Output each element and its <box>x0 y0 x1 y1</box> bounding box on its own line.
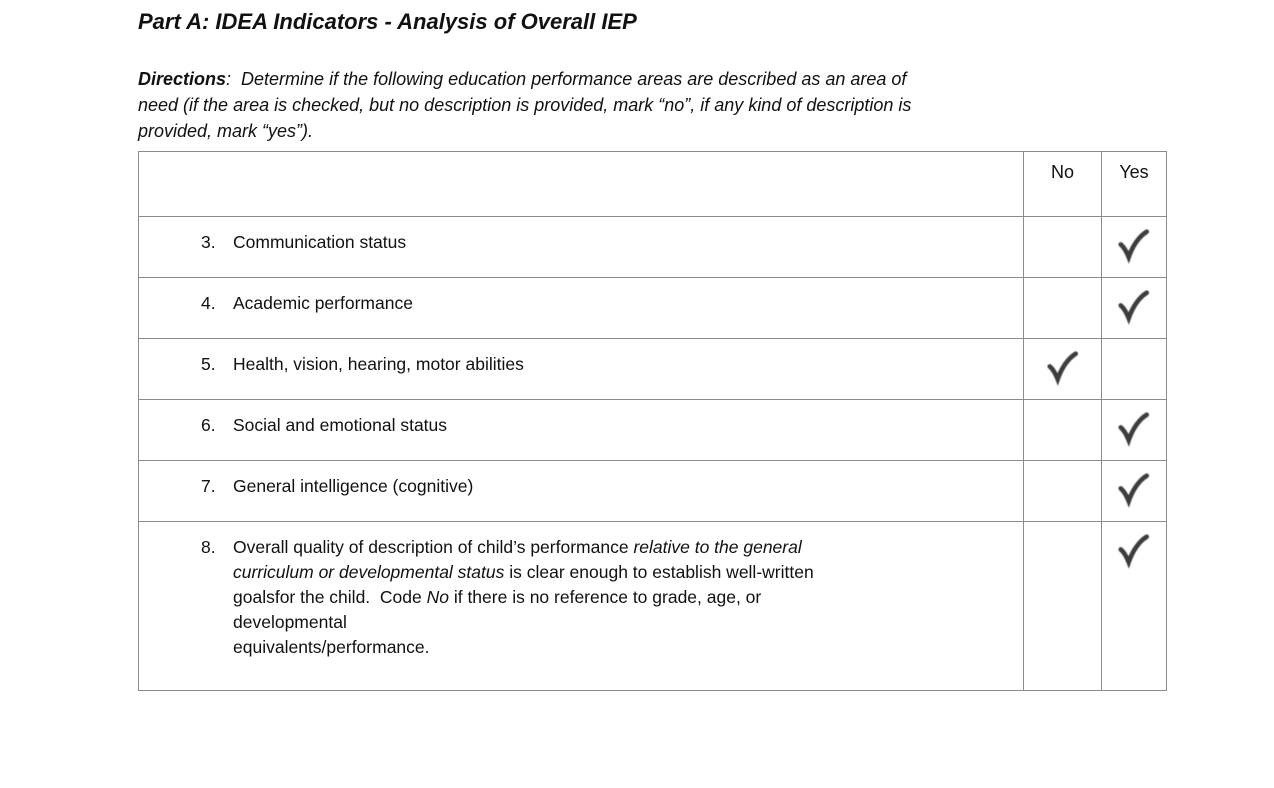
table-row: 8. Overall quality of description of chi… <box>138 521 1167 691</box>
row-number: 8. <box>201 537 216 557</box>
checkmark-icon <box>1118 290 1150 325</box>
indicator-description-cell: 3. Communication status <box>138 216 1024 278</box>
no-checkbox-cell <box>1023 399 1102 461</box>
yes-column-header: Yes <box>1101 151 1167 217</box>
directions-text: : Determine if the following education p… <box>138 69 912 141</box>
row-number: 3. <box>201 232 216 252</box>
row-description: Academic performance <box>233 293 413 313</box>
table-row: 4. Academic performance <box>138 277 1167 339</box>
table-row: 7. General intelligence (cognitive) <box>138 460 1167 522</box>
indicator-description-cell: 6. Social and emotional status <box>138 399 1024 461</box>
indicator-description-cell: 8. Overall quality of description of chi… <box>138 521 1024 691</box>
row-description: Health, vision, hearing, motor abilities <box>233 354 524 374</box>
row-description: Overall quality of description of child’… <box>233 537 814 657</box>
no-checkbox-cell <box>1023 277 1102 339</box>
row-number: 4. <box>201 293 216 313</box>
document-page: Part A: IDEA Indicators - Analysis of Ov… <box>138 9 1274 691</box>
page-title: Part A: IDEA Indicators - Analysis of Ov… <box>138 9 637 34</box>
checkmark-icon <box>1118 412 1150 447</box>
row-number: 5. <box>201 354 216 374</box>
row-number: 6. <box>201 415 216 435</box>
checkmark-icon <box>1118 473 1150 508</box>
no-checkbox-cell <box>1023 216 1102 278</box>
no-checkbox-cell <box>1023 460 1102 522</box>
description-column-header <box>138 151 1024 217</box>
indicators-table: No Yes 3. Communication status 4. Academ… <box>138 151 1167 691</box>
yes-checkbox-cell <box>1101 460 1167 522</box>
yes-checkbox-cell <box>1101 399 1167 461</box>
row-number: 7. <box>201 476 216 496</box>
checkmark-icon <box>1118 229 1150 264</box>
table-row: 6. Social and emotional status <box>138 399 1167 461</box>
checkmark-icon <box>1118 534 1150 569</box>
no-column-header: No <box>1023 151 1102 217</box>
header-row: No Yes <box>138 151 1167 217</box>
yes-checkbox-cell <box>1101 277 1167 339</box>
indicator-description-cell: 7. General intelligence (cognitive) <box>138 460 1024 522</box>
checkmark-icon <box>1046 351 1078 386</box>
row-description: Communication status <box>233 232 407 252</box>
no-checkbox-cell <box>1023 521 1102 691</box>
indicator-description-cell: 4. Academic performance <box>138 277 1024 339</box>
indicator-description-cell: 5. Health, vision, hearing, motor abilit… <box>138 338 1024 400</box>
table-row: 3. Communication status <box>138 216 1167 278</box>
row-description: Social and emotional status <box>233 415 448 435</box>
yes-checkbox-cell <box>1101 216 1167 278</box>
table-row: 5. Health, vision, hearing, motor abilit… <box>138 338 1167 400</box>
directions-label: Directions <box>138 69 227 89</box>
directions-paragraph: Directions: Determine if the following e… <box>138 66 1274 144</box>
row-description: General intelligence (cognitive) <box>233 476 474 496</box>
yes-checkbox-cell <box>1101 521 1167 691</box>
no-checkbox-cell <box>1023 338 1102 400</box>
yes-checkbox-cell <box>1101 338 1167 400</box>
